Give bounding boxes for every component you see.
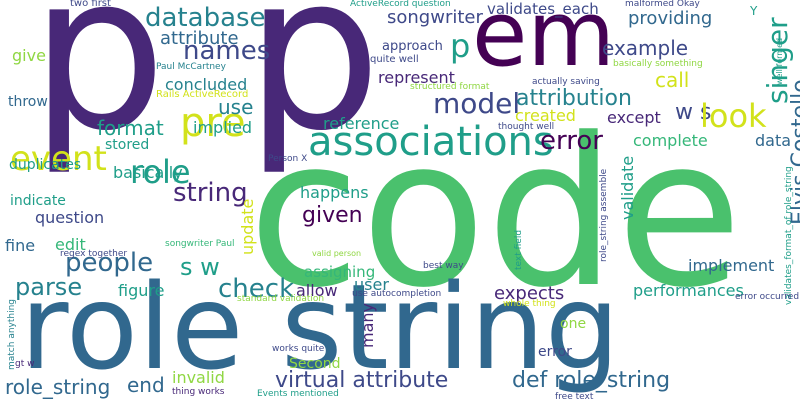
word-role-string-big: role string	[20, 258, 620, 396]
word-one: one	[560, 316, 587, 332]
word-regex-together: regex together	[60, 249, 128, 259]
word-invalid: invalid	[172, 368, 225, 387]
word-well-formed: well formed	[775, 37, 784, 85]
word-model: model	[433, 87, 521, 120]
word-approach: approach	[382, 39, 443, 54]
word-figure: figure	[118, 281, 165, 300]
word-data: data	[755, 131, 792, 150]
word-thing-works: thing works	[172, 387, 225, 397]
word-standard-validation: standard validation	[237, 294, 325, 304]
word-reference: reference	[323, 114, 400, 133]
word-def-role-string: def role_string	[512, 368, 671, 393]
word-except: except	[607, 108, 661, 127]
word-w-s: w s	[675, 100, 712, 125]
word-text-field: text field	[514, 229, 524, 270]
word-parse: parse	[15, 273, 83, 301]
word-attribution: attribution	[516, 86, 632, 111]
word-works-quite: works quite	[272, 344, 325, 354]
word-end: end	[127, 373, 165, 397]
word-indicate: indicate	[10, 193, 66, 209]
word-rails-activerecord: Rails ActiveRecord	[156, 89, 249, 100]
word-check: check	[218, 274, 295, 304]
word-format: format	[97, 116, 164, 140]
word-actually-saving: actually saving	[532, 77, 600, 87]
word-represent: represent	[378, 68, 455, 87]
word-error-small: error	[538, 344, 572, 360]
word-p-small: p	[450, 27, 471, 65]
word-names: names	[183, 36, 271, 66]
word-s-w: s w	[180, 253, 220, 281]
word-question: question	[35, 208, 105, 227]
word-many: many	[358, 303, 377, 348]
word-implement: implement	[688, 256, 775, 275]
word-stored: stored	[105, 137, 150, 153]
word-valid-person: valid person	[312, 249, 362, 258]
word-use: use	[218, 95, 254, 119]
word-give: give	[12, 46, 46, 65]
word-songwriter: songwriter	[387, 7, 483, 28]
word-events-mentioned: Events mentioned	[257, 389, 339, 399]
word-look: look	[700, 97, 767, 135]
word-throw: throw	[8, 94, 48, 110]
word-implied: implied	[193, 118, 253, 137]
word-code: code	[248, 95, 743, 333]
word-best-way: best way	[423, 261, 464, 271]
word-example: example	[602, 36, 689, 60]
word-validates-each: validates_each	[487, 0, 599, 18]
word-role-string-small: role_string	[5, 375, 111, 399]
word-basically-something: basically something	[613, 59, 703, 69]
word-error-occurred: error occurred	[735, 292, 800, 302]
word-database: database	[145, 3, 266, 33]
word-basically: basically	[113, 163, 183, 182]
word-malformed-okay: malformed Okay	[625, 0, 700, 9]
word-providing: providing	[628, 8, 713, 29]
word-p2: p	[245, 0, 382, 178]
word-fine: fine	[5, 236, 36, 255]
word-person-x: Person X	[268, 154, 308, 164]
word-created: created	[515, 106, 576, 125]
word-gt-w: gt w	[15, 359, 35, 369]
word-update: update	[238, 198, 257, 255]
word-p1: p	[30, 0, 167, 178]
word-given: given	[302, 203, 363, 228]
word-free-text: free text	[555, 392, 594, 400]
word-role: role	[130, 153, 191, 191]
word-expects: expects	[494, 283, 565, 304]
word-assigning: assigning	[304, 263, 376, 281]
word-call: call	[655, 68, 690, 92]
word-event: event	[10, 139, 107, 179]
word-error-big: error	[540, 126, 603, 156]
word-edit: edit	[55, 235, 86, 254]
word-quite-well: quite well	[370, 54, 419, 65]
word-second: Second	[289, 356, 341, 372]
word-user: user	[354, 275, 389, 294]
word-virtual-attribute: virtual attribute	[275, 368, 449, 393]
word-pre: pre	[180, 100, 246, 146]
word-y: Y	[750, 4, 758, 18]
word-thought-well: thought well	[498, 122, 555, 132]
word-concluded: concluded	[165, 75, 248, 94]
word-use-autocompletion: use autocompletion	[352, 289, 442, 299]
word-validates-format: validates_format_of role_string	[784, 166, 794, 305]
word-em: em	[472, 0, 616, 87]
word-paul-mccartney: Paul McCartney	[156, 62, 226, 72]
word-string: string	[173, 178, 248, 208]
word-structured-format: structured format	[410, 82, 490, 92]
word-performances: performances	[633, 281, 744, 300]
word-happens: happens	[300, 183, 369, 202]
word-songwriter-paul: songwriter Paul	[165, 239, 235, 249]
word-people: people	[65, 248, 154, 278]
word-allow: allow	[296, 281, 338, 300]
word-attribute: attribute	[160, 28, 239, 49]
word-two-first: two first	[70, 0, 111, 9]
word-complete: complete	[633, 131, 708, 150]
word-whole-thing: whole thing	[503, 299, 556, 309]
word-validate: validate	[618, 155, 637, 220]
word-activerecord-question: ActiveRecord question	[350, 0, 451, 9]
word-duplicates: duplicates	[9, 157, 82, 173]
word-associations: associations	[308, 119, 554, 165]
word-role-string-assemble: role_string assemble	[599, 168, 609, 262]
